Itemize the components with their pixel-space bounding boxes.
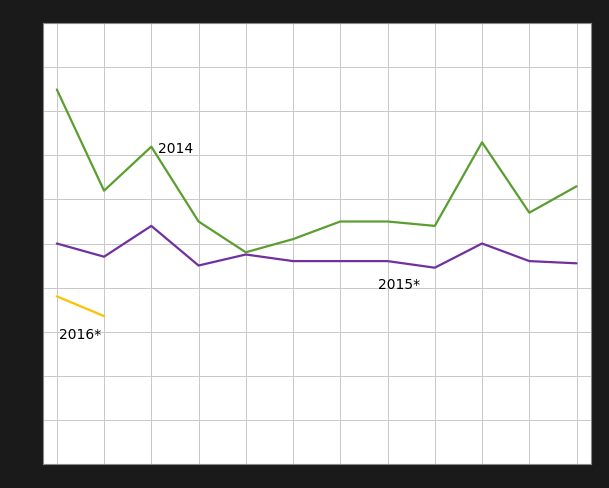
Text: 2016*: 2016* [59, 327, 102, 342]
Text: 2015*: 2015* [378, 277, 420, 291]
Text: 2014: 2014 [158, 142, 194, 156]
